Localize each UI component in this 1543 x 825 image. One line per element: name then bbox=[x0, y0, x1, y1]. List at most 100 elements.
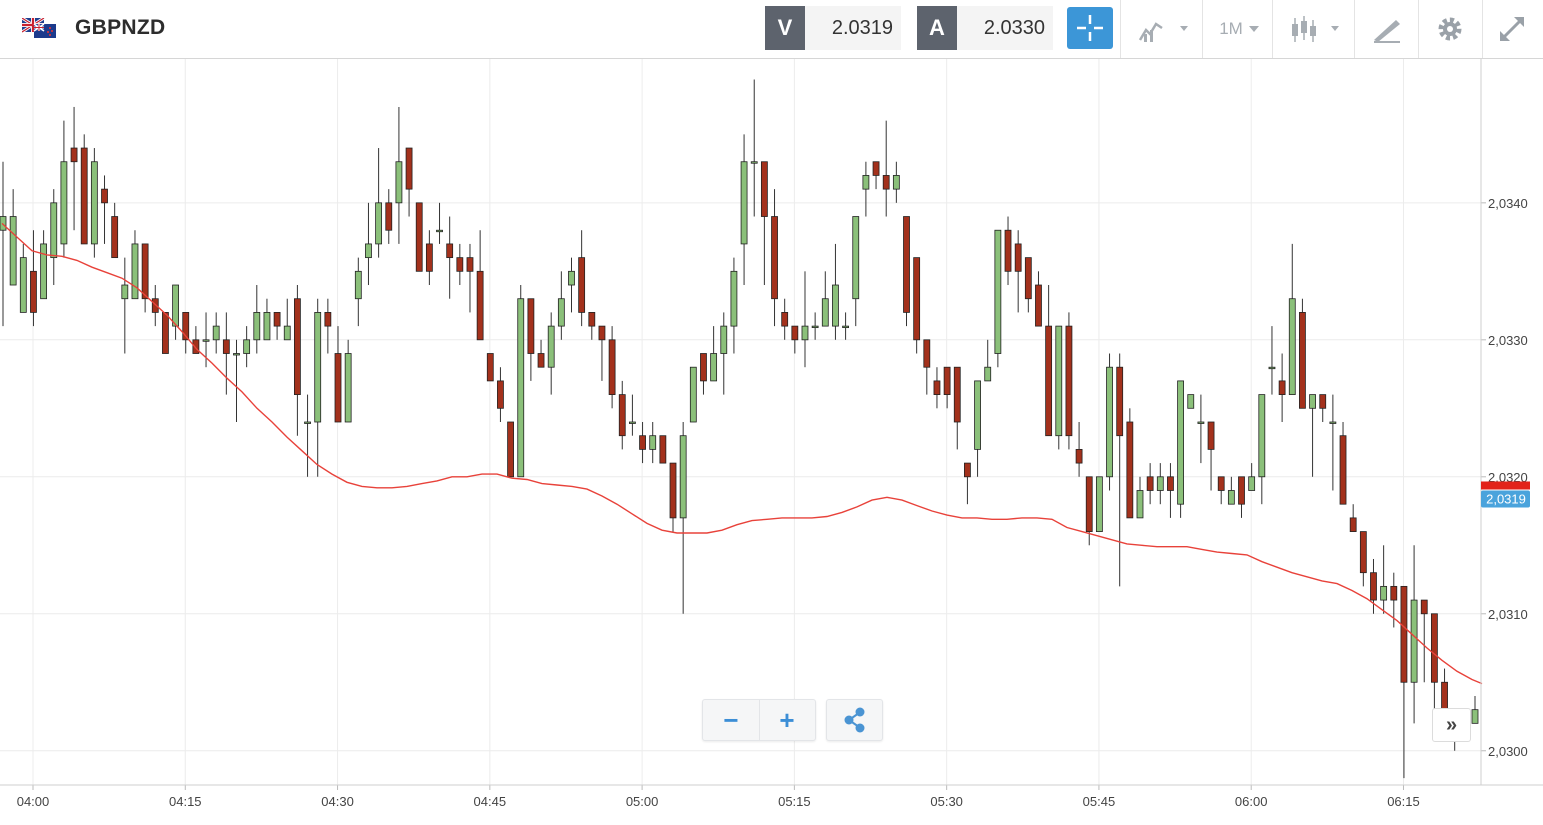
ask-quote[interactable]: A 2.0330 bbox=[917, 6, 1053, 50]
candle-body bbox=[1095, 476, 1103, 532]
candle-body bbox=[121, 284, 129, 300]
settings-button[interactable] bbox=[1428, 10, 1472, 48]
ask-label[interactable]: A bbox=[917, 6, 957, 50]
zoom-out-button[interactable]: − bbox=[703, 700, 760, 740]
bid-quote[interactable]: V 2.0319 bbox=[765, 6, 901, 50]
chart-type-button[interactable] bbox=[1286, 10, 1346, 48]
x-tick-label: 04:30 bbox=[321, 794, 354, 809]
candle-body bbox=[1187, 394, 1195, 409]
candle bbox=[1430, 613, 1438, 710]
candle-body bbox=[710, 353, 718, 382]
candle bbox=[1024, 257, 1032, 313]
candle-body bbox=[821, 298, 829, 327]
candle bbox=[994, 229, 1002, 368]
candle-body bbox=[263, 312, 271, 341]
candle-body bbox=[354, 270, 362, 300]
candle-body bbox=[689, 366, 697, 423]
candle-body bbox=[781, 312, 789, 327]
candle bbox=[832, 243, 839, 340]
candle-body bbox=[243, 339, 251, 354]
candle bbox=[1370, 558, 1377, 614]
candle bbox=[19, 243, 27, 313]
candle bbox=[0, 161, 7, 327]
candle bbox=[750, 79, 758, 217]
candle-body bbox=[486, 353, 494, 382]
draw-tools-button[interactable] bbox=[1364, 10, 1408, 48]
candle bbox=[1359, 531, 1367, 587]
candle-body bbox=[608, 339, 616, 396]
candle-body bbox=[1085, 476, 1093, 532]
candle-body bbox=[588, 312, 596, 327]
candle-body bbox=[192, 339, 200, 354]
indicators-button[interactable] bbox=[1136, 10, 1194, 48]
candle-body bbox=[1116, 366, 1124, 437]
candle-body bbox=[70, 147, 78, 163]
x-tick-label: 06:00 bbox=[1235, 794, 1268, 809]
candle-body bbox=[1339, 435, 1347, 505]
candle bbox=[649, 422, 657, 464]
candle bbox=[568, 257, 575, 313]
candle bbox=[334, 326, 342, 423]
candle-body bbox=[344, 353, 352, 423]
candle bbox=[1207, 421, 1215, 491]
ask-price[interactable]: 2.0330 bbox=[957, 6, 1053, 50]
timeframe-select[interactable]: 1M bbox=[1210, 10, 1270, 48]
bid-label[interactable]: V bbox=[765, 6, 805, 50]
fullscreen-button[interactable] bbox=[1492, 10, 1532, 48]
candle bbox=[913, 257, 921, 354]
current-price-marker: 2,0319 bbox=[1481, 481, 1530, 508]
candle bbox=[1126, 408, 1134, 519]
candle bbox=[425, 230, 433, 286]
candle bbox=[141, 243, 149, 313]
candle bbox=[1288, 243, 1296, 396]
candle bbox=[903, 216, 910, 327]
candle bbox=[314, 298, 322, 477]
candle-body bbox=[1359, 531, 1367, 574]
zoom-in-button[interactable]: + bbox=[779, 704, 795, 735]
crosshair-button[interactable] bbox=[1067, 7, 1113, 49]
candle bbox=[872, 161, 880, 190]
candle-body bbox=[1268, 366, 1276, 370]
candle bbox=[324, 298, 332, 354]
candle-body bbox=[953, 366, 961, 423]
candle bbox=[1075, 422, 1083, 477]
candle bbox=[964, 462, 971, 505]
candle bbox=[700, 353, 707, 395]
candle bbox=[1106, 353, 1113, 491]
candle bbox=[1156, 463, 1164, 505]
y-tick-label: 2,0300 bbox=[1488, 744, 1528, 759]
candle bbox=[1187, 394, 1195, 409]
scroll-to-latest-button[interactable]: » bbox=[1432, 708, 1471, 742]
candle bbox=[953, 366, 961, 450]
candle bbox=[80, 134, 88, 245]
candle-body bbox=[212, 325, 220, 341]
candle bbox=[781, 298, 789, 340]
candle bbox=[1136, 476, 1144, 519]
candle-body bbox=[903, 216, 910, 313]
candle-body bbox=[1024, 257, 1032, 300]
candle bbox=[273, 312, 281, 340]
candle-body bbox=[202, 339, 210, 342]
candle-body bbox=[760, 161, 768, 217]
candle-body bbox=[162, 312, 169, 354]
candle bbox=[974, 380, 981, 477]
candle bbox=[598, 325, 606, 381]
candle-body bbox=[60, 161, 68, 245]
candle-body bbox=[436, 229, 443, 233]
candle-body bbox=[507, 421, 514, 478]
y-tick-label: 2,0330 bbox=[1488, 333, 1528, 348]
candle-body bbox=[415, 202, 423, 272]
candle-body bbox=[365, 243, 372, 259]
candle bbox=[1035, 271, 1042, 327]
candle bbox=[243, 326, 251, 368]
candle bbox=[639, 422, 646, 464]
share-button[interactable] bbox=[826, 699, 883, 741]
candle bbox=[578, 230, 586, 327]
candle bbox=[862, 161, 870, 217]
x-tick-label: 04:00 bbox=[17, 794, 50, 809]
bid-price[interactable]: 2.0319 bbox=[805, 6, 901, 50]
candle bbox=[466, 243, 474, 313]
candle-body bbox=[1227, 490, 1235, 505]
candle bbox=[943, 366, 951, 409]
